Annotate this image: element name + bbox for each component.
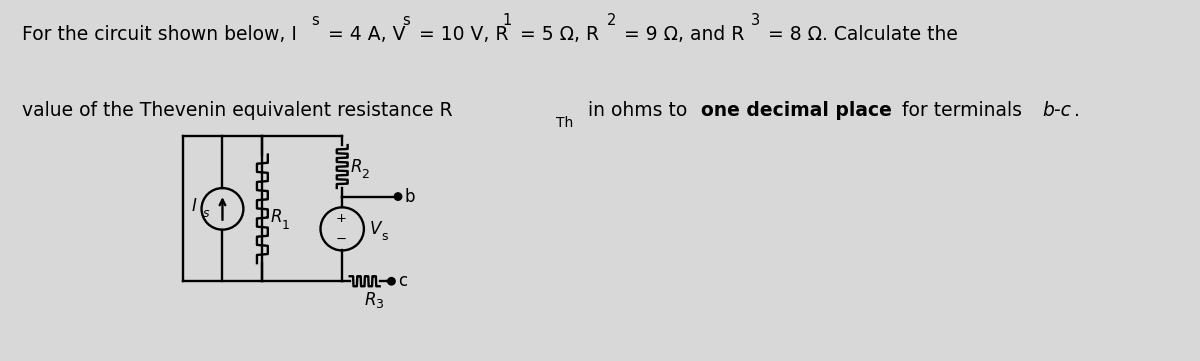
Text: = 4 A, V: = 4 A, V (322, 25, 406, 44)
Text: one decimal place: one decimal place (701, 101, 892, 120)
Text: = 10 V, R: = 10 V, R (413, 25, 509, 44)
Text: = 5 Ω, R: = 5 Ω, R (514, 25, 599, 44)
Text: = 8 Ω. Calculate the: = 8 Ω. Calculate the (762, 25, 958, 44)
Text: s: s (380, 230, 388, 243)
Text: in ohms to: in ohms to (582, 101, 694, 120)
Text: value of the Thevenin equivalent resistance R: value of the Thevenin equivalent resista… (22, 101, 452, 120)
Text: b-c: b-c (1043, 101, 1072, 120)
Text: 1: 1 (282, 218, 289, 231)
Text: +: + (336, 212, 347, 225)
Text: 1: 1 (503, 13, 512, 28)
Text: Th: Th (556, 116, 572, 130)
Text: b: b (404, 188, 415, 205)
Text: V: V (370, 220, 380, 238)
Text: 2: 2 (361, 169, 370, 182)
Text: c: c (398, 272, 408, 290)
Text: 3: 3 (751, 13, 761, 28)
Text: .: . (1074, 101, 1080, 120)
Text: For the circuit shown below, I: For the circuit shown below, I (22, 25, 296, 44)
Text: R: R (365, 291, 376, 309)
Text: 2: 2 (607, 13, 617, 28)
Text: I: I (192, 197, 197, 215)
Text: s: s (402, 13, 409, 28)
Text: s: s (203, 207, 210, 220)
Text: R: R (350, 157, 362, 175)
Text: 3: 3 (376, 298, 384, 311)
Circle shape (388, 278, 395, 285)
Text: R: R (271, 208, 282, 226)
Text: = 9 Ω, and R: = 9 Ω, and R (618, 25, 744, 44)
Text: s: s (311, 13, 318, 28)
Circle shape (395, 193, 402, 200)
Text: −: − (336, 233, 347, 246)
Text: for terminals: for terminals (896, 101, 1028, 120)
